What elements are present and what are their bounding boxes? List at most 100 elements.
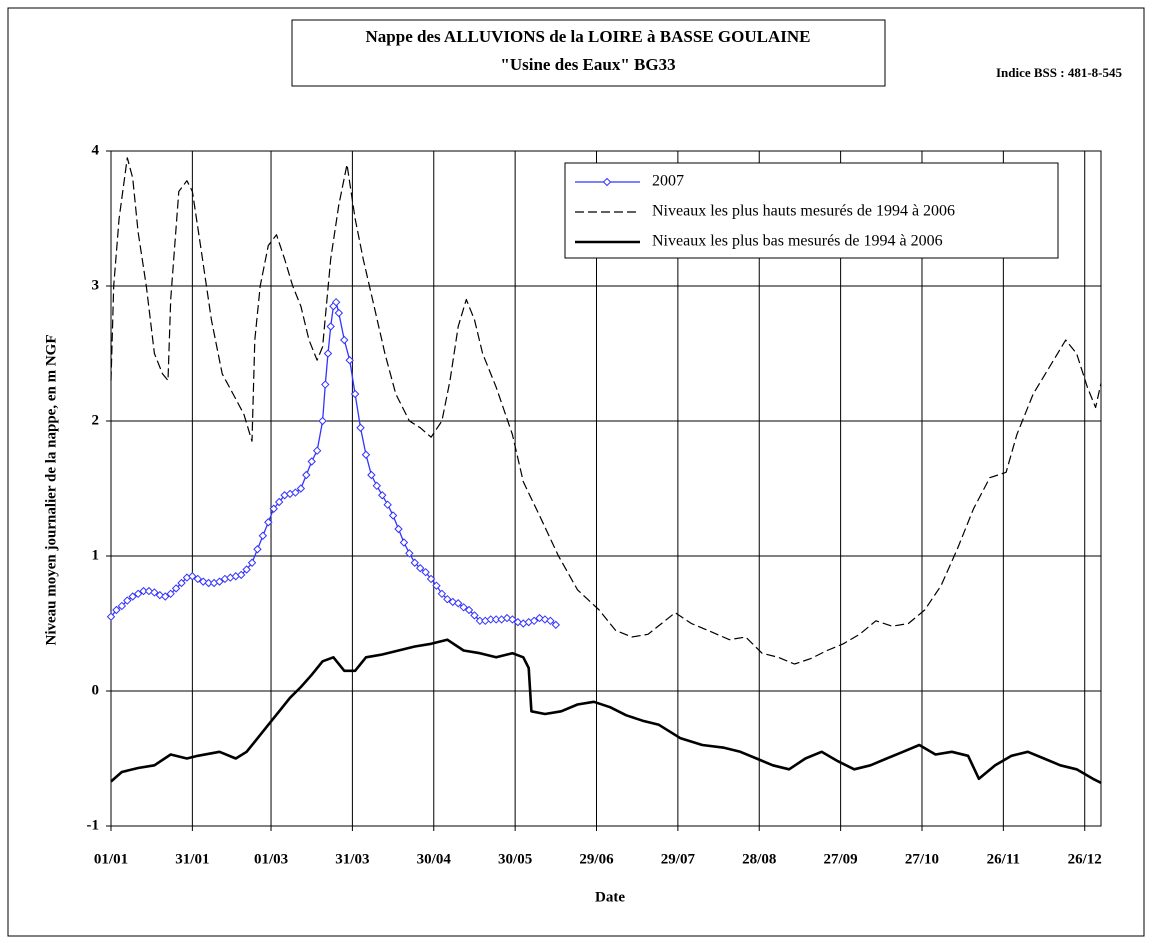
marker [415,563,425,573]
marker [253,545,262,554]
marker [133,589,143,599]
series-line [110,157,1102,665]
y-tick-label: 0 [92,682,100,698]
marker [421,567,430,577]
marker [405,549,414,558]
marker [491,615,501,624]
marker [177,578,186,588]
marker [106,612,116,621]
y-tick-label: 3 [92,277,100,293]
marker [372,481,382,491]
marker [367,470,376,480]
marker [394,524,403,534]
x-tick-label: 01/01 [94,851,128,867]
marker [426,574,436,584]
marker [323,349,333,358]
legend-label: 2007 [652,173,684,190]
y-tick-label: -1 [87,817,100,833]
marker [193,574,203,584]
marker [291,488,300,497]
marker [204,578,213,588]
marker [453,599,463,608]
marker [464,605,474,615]
series-line [110,638,1102,784]
x-tick-label: 30/04 [417,851,452,867]
marker [443,594,452,604]
marker [112,605,121,615]
marker [139,586,148,596]
marker [345,356,354,365]
marker [307,457,316,466]
x-tick-label: 01/03 [254,851,288,867]
marker [486,615,495,624]
legend-box [564,162,1059,259]
x-tick-label: 31/01 [175,851,209,867]
marker [312,446,322,455]
annotation: Indice BSS : 481-8-545 [996,65,1123,80]
marker [236,570,246,580]
marker [459,603,468,612]
marker [264,518,273,527]
marker [269,504,278,513]
marker [166,589,175,599]
marker [161,592,170,601]
x-tick-label: 27/09 [824,851,858,867]
marker [188,572,197,581]
marker [356,423,365,432]
marker [155,590,165,600]
marker [144,586,154,596]
marker [378,491,387,500]
marker [331,297,341,307]
y-tick-label: 1 [92,547,100,563]
x-tick-label: 27/10 [905,851,939,867]
chart-title: Nappe des ALLUVIONS de la LOIRE à BASSE … [366,27,811,46]
legend-label: Niveaux les plus hauts mesurés de 1994 à… [652,203,955,220]
marker [123,596,132,605]
chart-subtitle: "Usine des Eaux" BG33 [500,55,675,74]
marker [551,620,561,630]
x-tick-label: 29/07 [661,851,696,867]
marker [318,416,327,426]
x-tick-label: 26/12 [1068,851,1102,867]
marker [388,511,398,520]
marker [117,601,127,611]
x-tick-label: 29/06 [579,851,614,867]
marker [410,558,419,567]
marker [215,577,224,586]
marker [334,308,344,318]
marker [546,616,555,626]
marker [150,588,159,597]
marker [247,558,257,567]
marker [399,538,409,547]
marker [350,389,360,399]
marker [361,450,371,459]
marker [258,531,268,540]
legend-marker [602,177,612,187]
marker [242,565,251,574]
marker [470,611,479,620]
y-tick-label: 4 [92,142,100,158]
marker [296,484,306,493]
x-tick-label: 31/03 [335,851,369,867]
marker [302,470,311,480]
x-tick-label: 26/11 [987,851,1020,867]
marker [128,592,137,601]
marker [274,497,284,507]
marker [321,380,330,389]
marker [508,615,517,624]
legend-label: Niveaux les plus bas mesurés de 1994 à 2… [652,233,943,250]
marker [383,500,392,509]
y-tick-label: 2 [92,412,100,428]
marker [432,581,441,590]
marker [171,584,181,593]
marker [340,335,349,345]
marker [540,615,550,624]
x-tick-label: 28/08 [742,851,776,867]
x-tick-label: 30/05 [498,851,532,867]
marker [437,589,447,599]
marker [529,616,539,626]
x-axis-label: Date [595,889,625,905]
y-axis-label: Niveau moyen journalier de la nappe, en … [43,335,59,646]
marker [326,322,335,331]
